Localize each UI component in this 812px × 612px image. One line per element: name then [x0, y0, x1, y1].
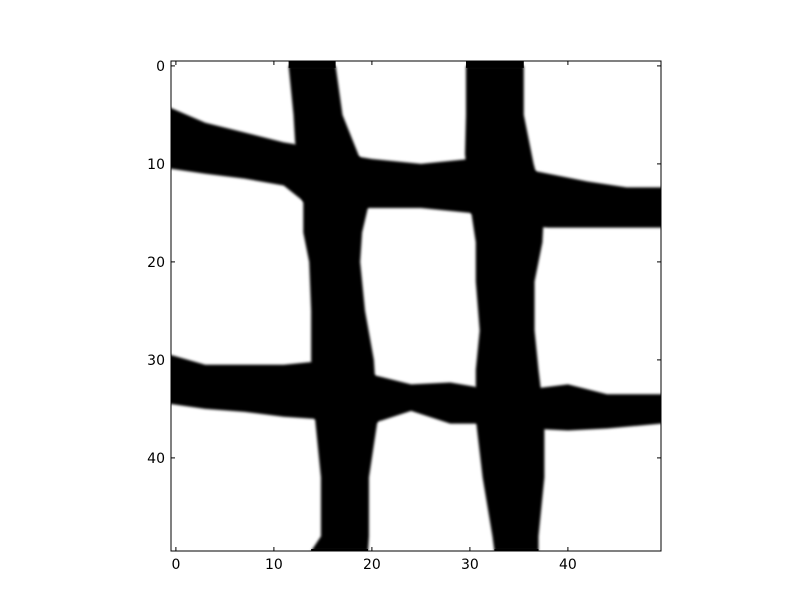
- left-vertical-band-bottom-edge: [311, 549, 368, 551]
- left-vertical-band-top-edge: [288, 61, 336, 68]
- x-tick-label: 40: [559, 557, 577, 573]
- x-tick-label: 0: [171, 557, 180, 573]
- upper-horizontal-band: [171, 108, 661, 228]
- lower-horizontal-band: [171, 355, 661, 431]
- y-tick-label: 0: [156, 59, 165, 75]
- axis-ticks: 0 10 20 30 40 0 10 20 30 40: [147, 59, 661, 573]
- y-tick-label: 30: [147, 353, 165, 369]
- x-tick-label: 30: [461, 557, 479, 573]
- image-bands: [171, 61, 661, 551]
- x-tick-label: 10: [265, 557, 283, 573]
- plot-frame: [170, 60, 662, 552]
- y-tick-label: 20: [147, 255, 165, 271]
- right-vertical-band-bottom-edge: [494, 549, 539, 551]
- y-tick-label: 10: [147, 157, 165, 173]
- right-vertical-band-top-edge: [465, 61, 524, 68]
- y-tick-label: 40: [147, 451, 165, 467]
- x-tick-label: 20: [363, 557, 381, 573]
